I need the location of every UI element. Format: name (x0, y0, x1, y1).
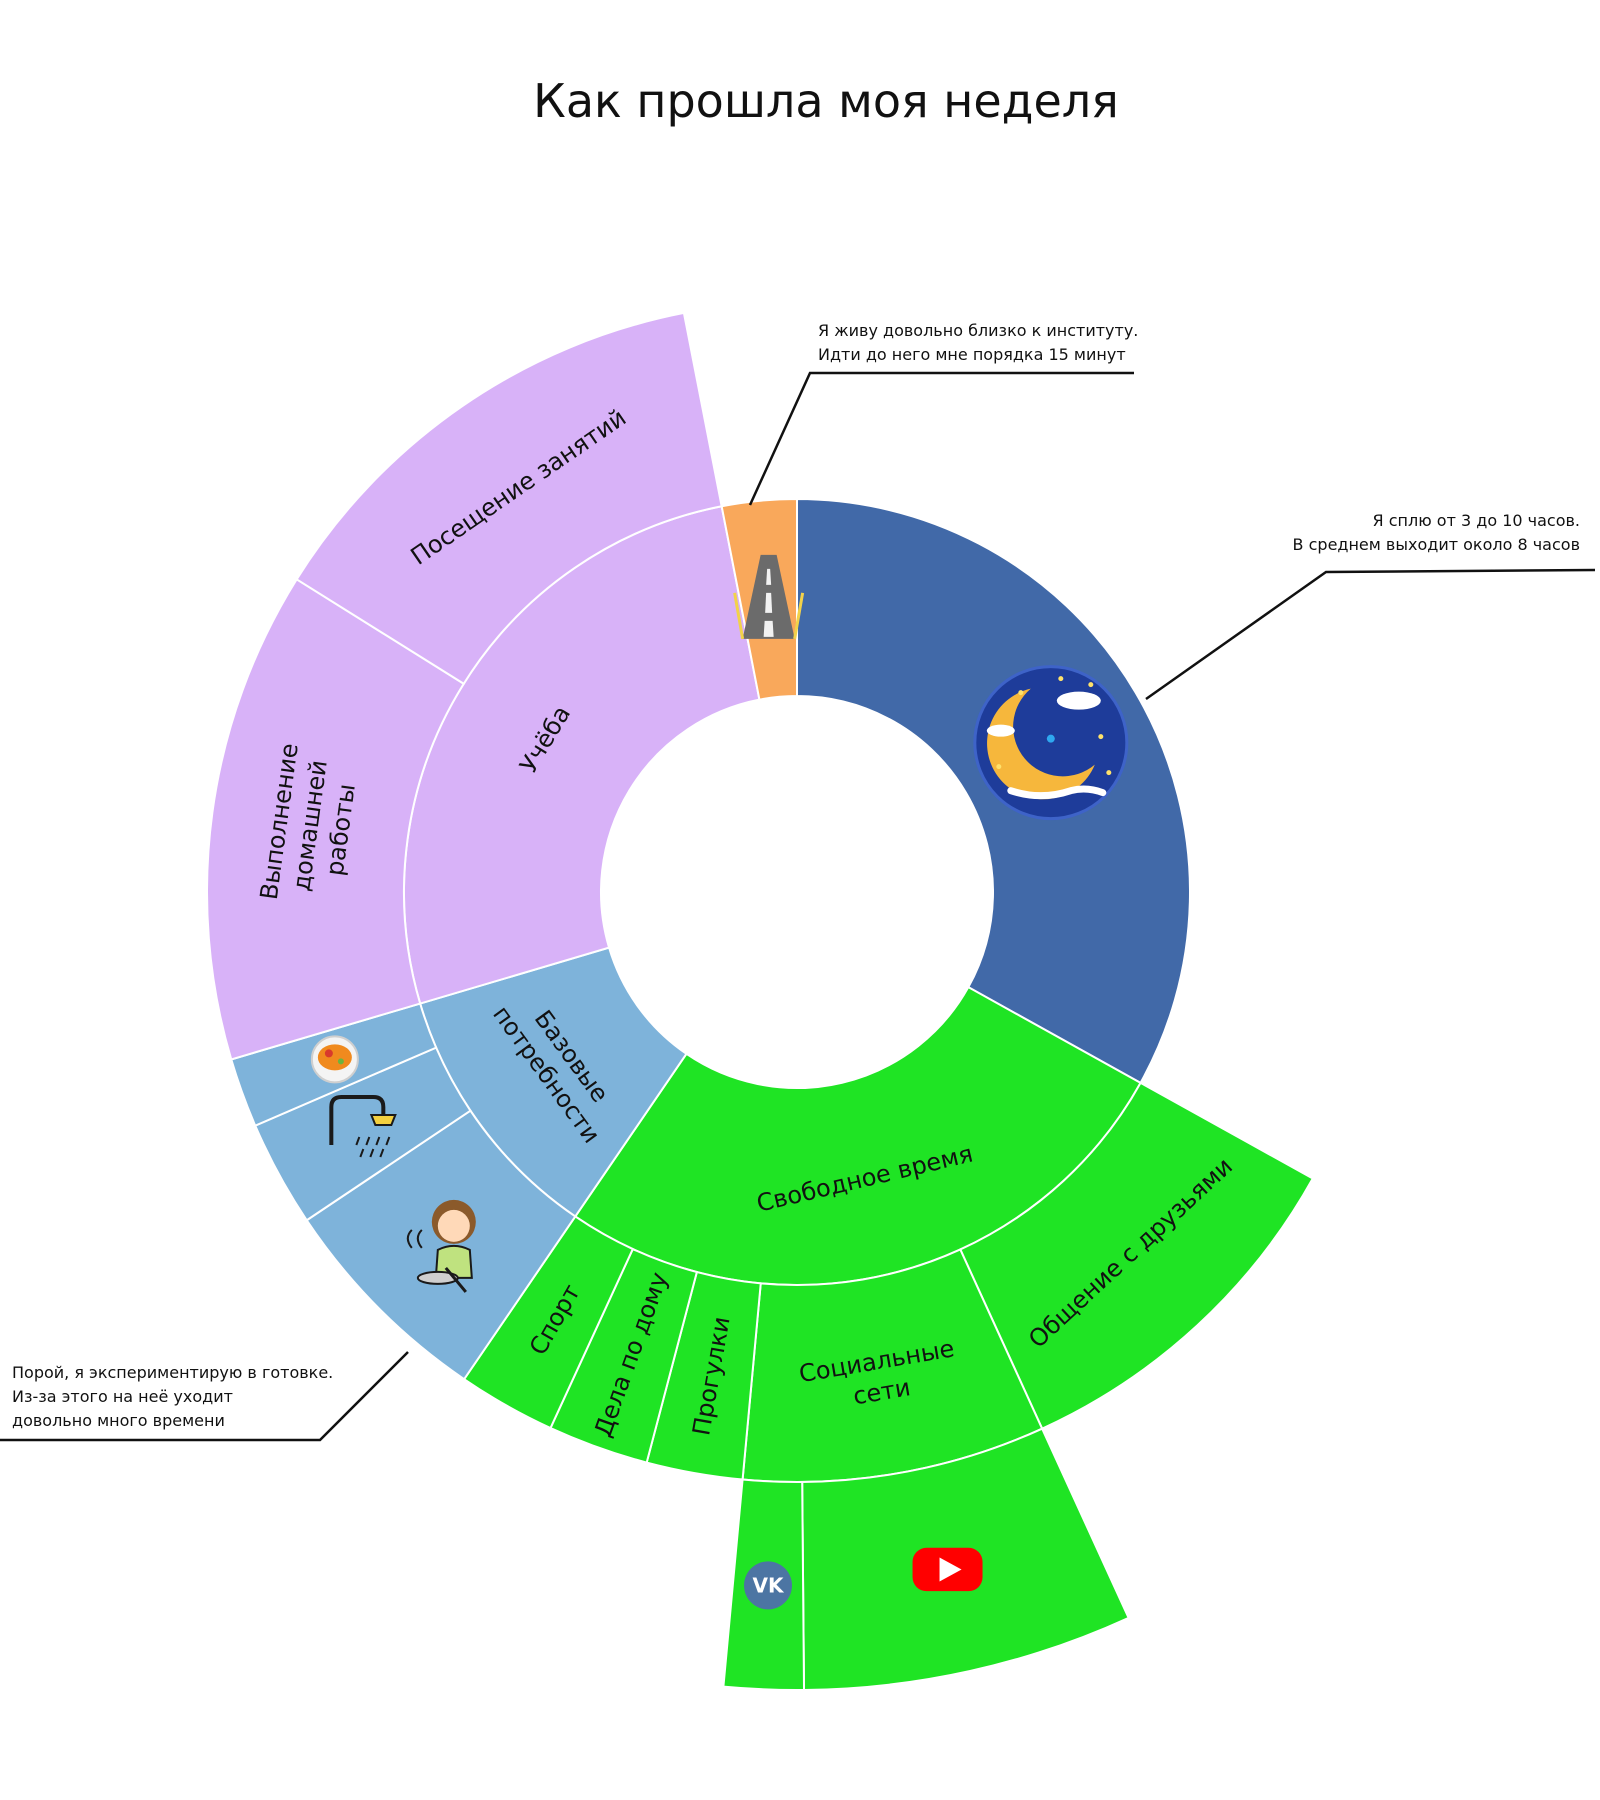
sleep-moon-icon (973, 665, 1129, 821)
cooking-girl-icon (406, 1199, 476, 1293)
annotation-text: Я живу довольно близко к институту. (818, 321, 1138, 340)
annotation-text: В среднем выходит около 8 часов (1293, 535, 1580, 554)
segment-icons: VK (310, 554, 1129, 1610)
shower-icon (329, 1095, 397, 1158)
annotation-cooking-girl: Порой, я экспериментирую в готовке. Из-за… (0, 1351, 409, 1442)
ring-level-2 (206, 311, 1315, 1483)
food-plate-icon (310, 1035, 359, 1084)
vk-icon: VK (744, 1561, 793, 1610)
annotation-text: Из-за этого на неё уходит (12, 1387, 233, 1406)
road-icon (733, 554, 805, 640)
annotations: Я живу довольно близко к институту. Идти … (0, 321, 1596, 1442)
annotation-text: довольно много времени (12, 1411, 225, 1430)
annotation-sleep-moon: Я сплю от 3 до 10 часов. В среднем выходи… (1145, 511, 1596, 701)
annotation-leader-line (0, 1351, 409, 1442)
chart-title: Как прошла моя неделя (533, 74, 1119, 128)
annotation-leader-line (1145, 568, 1596, 701)
annotation-leader-line (748, 371, 1134, 506)
annotation-text: Идти до него мне порядка 15 минут (818, 345, 1126, 364)
svg-text:VK: VK (753, 1573, 785, 1597)
annotation-road: Я живу довольно близко к институту. Идти … (748, 321, 1138, 506)
youtube-icon (912, 1547, 983, 1592)
annotation-text: Порой, я экспериментирую в готовке. (12, 1363, 333, 1382)
annotation-text: Я сплю от 3 до 10 часов. (1373, 511, 1580, 530)
sunburst-segment-classes[interactable] (295, 311, 723, 686)
